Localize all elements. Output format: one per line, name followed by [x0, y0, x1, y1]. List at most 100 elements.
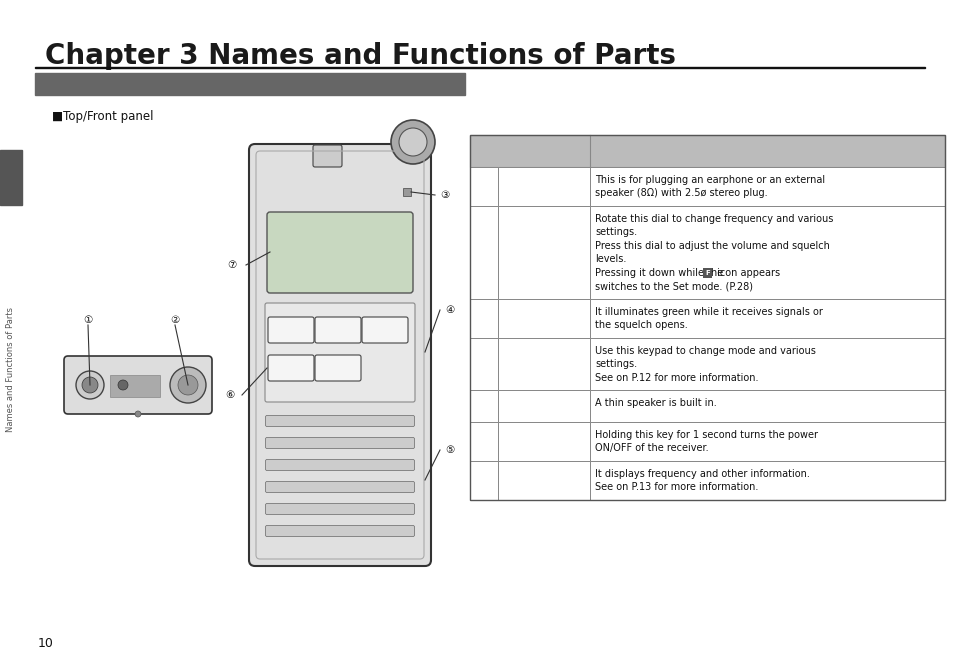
Bar: [35, 73, 464, 95]
Text: Names and Functions of Parts: Names and Functions of Parts: [7, 308, 15, 433]
Circle shape: [178, 375, 198, 395]
FancyBboxPatch shape: [64, 356, 212, 414]
Text: 3.1 External View: 3.1 External View: [42, 73, 152, 83]
Text: ④: ④: [445, 305, 455, 315]
Text: levels.: levels.: [595, 254, 626, 264]
Text: ①: ①: [478, 181, 489, 191]
FancyBboxPatch shape: [268, 355, 314, 381]
Text: Speaker: Speaker: [502, 401, 551, 411]
Bar: [470, 135, 944, 167]
Text: ALINCO: ALINCO: [314, 189, 366, 202]
Text: Keypad: Keypad: [502, 359, 546, 369]
Text: ON/OFF of the receiver.: ON/OFF of the receiver.: [595, 444, 708, 453]
FancyBboxPatch shape: [314, 355, 360, 381]
Text: ④: ④: [478, 359, 489, 369]
Bar: [702, 267, 711, 278]
FancyBboxPatch shape: [313, 145, 341, 167]
Bar: [497, 390, 589, 422]
Bar: [589, 390, 944, 422]
Text: V/P/M: V/P/M: [282, 327, 299, 333]
FancyBboxPatch shape: [265, 526, 414, 536]
Bar: [497, 299, 589, 338]
FancyBboxPatch shape: [265, 415, 414, 427]
Text: 10: 10: [38, 637, 53, 650]
Circle shape: [398, 128, 427, 156]
Bar: [470, 299, 497, 338]
Text: WIDE BAND: WIDE BAND: [323, 540, 355, 544]
Text: ⑤: ⑤: [445, 445, 455, 455]
Text: speaker (8Ω) with 2.5ø stereo plug.: speaker (8Ω) with 2.5ø stereo plug.: [595, 188, 767, 198]
Circle shape: [76, 371, 104, 399]
Text: switches to the Set mode. (P.28): switches to the Set mode. (P.28): [595, 282, 752, 291]
FancyBboxPatch shape: [267, 212, 413, 293]
Text: BANK: BANK: [358, 307, 374, 312]
Circle shape: [82, 377, 98, 393]
Bar: [470, 461, 497, 500]
Bar: [589, 461, 944, 500]
Text: ②: ②: [171, 315, 179, 325]
Text: 10M/1M: 10M/1M: [325, 366, 350, 370]
Text: ■Top/Front panel: ■Top/Front panel: [52, 110, 153, 123]
Text: TONE: TONE: [309, 307, 324, 312]
Bar: [589, 299, 944, 338]
FancyBboxPatch shape: [314, 317, 360, 343]
Text: SHIFT: SHIFT: [361, 345, 376, 350]
FancyBboxPatch shape: [361, 317, 408, 343]
FancyBboxPatch shape: [265, 437, 414, 448]
Text: See on P.12 for more information.: See on P.12 for more information.: [595, 373, 758, 383]
Bar: [110, 375, 160, 397]
Text: ⑥: ⑥: [225, 390, 234, 400]
Text: the squelch opens.: the squelch opens.: [595, 321, 687, 330]
Text: Earphone jack: Earphone jack: [502, 181, 586, 191]
Text: PWR: PWR: [284, 366, 297, 370]
FancyBboxPatch shape: [265, 482, 414, 493]
Text: F: F: [704, 269, 709, 276]
Text: Press this dial to adjust the volume and squelch: Press this dial to adjust the volume and…: [595, 241, 829, 251]
Text: settings.: settings.: [595, 360, 637, 369]
Bar: [0, 150, 22, 205]
Bar: [497, 206, 589, 299]
Text: A thin speaker is built in.: A thin speaker is built in.: [595, 398, 716, 408]
Text: ③: ③: [478, 313, 489, 323]
Text: This is for plugging an earphone or an external: This is for plugging an earphone or an e…: [595, 175, 824, 185]
Bar: [497, 167, 589, 206]
Circle shape: [170, 367, 206, 403]
Text: ⑦: ⑦: [227, 260, 236, 270]
FancyBboxPatch shape: [268, 317, 314, 343]
Text: Item: Item: [515, 144, 544, 157]
Bar: [35, 67, 924, 68]
Text: ⑤: ⑤: [478, 401, 489, 411]
Text: Description: Description: [728, 144, 804, 157]
Bar: [589, 338, 944, 390]
Text: It illuminates green while it receives signals or: It illuminates green while it receives s…: [595, 306, 822, 317]
Circle shape: [391, 120, 435, 164]
Bar: [497, 461, 589, 500]
Text: Pressing it down while the: Pressing it down while the: [595, 267, 725, 278]
Bar: [470, 422, 497, 461]
Text: SCAN: SCAN: [329, 327, 346, 333]
Text: icon appears: icon appears: [713, 267, 780, 278]
Text: COMMUNICATION RECEIVER: COMMUNICATION RECEIVER: [305, 548, 374, 552]
Text: ⑦: ⑦: [478, 475, 489, 485]
Text: ②: ②: [478, 247, 489, 257]
FancyBboxPatch shape: [265, 460, 414, 470]
Bar: [589, 422, 944, 461]
Text: MW: MW: [272, 307, 282, 312]
Bar: [470, 206, 497, 299]
Text: Rotate this dial to change frequency and various: Rotate this dial to change frequency and…: [595, 214, 833, 224]
Bar: [470, 390, 497, 422]
Text: Holding this key for 1 second turns the power: Holding this key for 1 second turns the …: [595, 430, 817, 439]
Text: See on P.13 for more information.: See on P.13 for more information.: [595, 482, 758, 493]
Text: ①: ①: [83, 315, 92, 325]
Bar: [470, 167, 497, 206]
Text: ③: ③: [440, 190, 449, 200]
FancyBboxPatch shape: [265, 503, 414, 515]
Text: RX lamp: RX lamp: [502, 313, 551, 323]
Bar: [470, 135, 944, 500]
Text: □MW: □MW: [270, 307, 283, 312]
Bar: [497, 338, 589, 390]
Text: DJ-X7: DJ-X7: [324, 525, 355, 535]
Text: It displays frequency and other information.: It displays frequency and other informat…: [595, 469, 809, 478]
FancyBboxPatch shape: [249, 144, 431, 566]
Text: settings.: settings.: [595, 227, 637, 237]
